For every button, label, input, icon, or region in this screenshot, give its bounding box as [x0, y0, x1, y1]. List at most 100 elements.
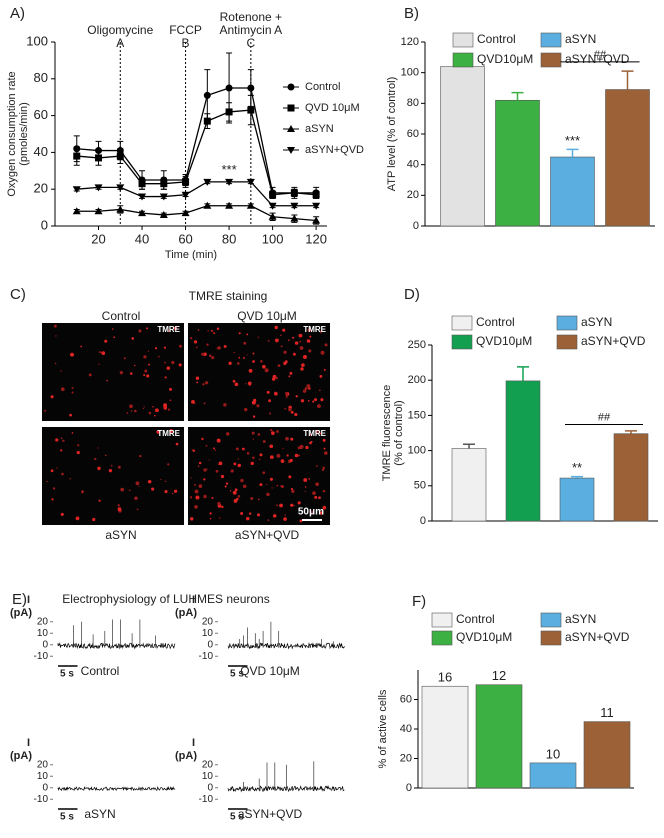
cell-dot [164, 490, 168, 494]
cell-dot [242, 484, 247, 489]
cell-dot [169, 387, 173, 391]
cell-dot [284, 407, 287, 410]
cell-dot [201, 437, 204, 441]
series-line [76, 109, 317, 196]
cell-dot [314, 495, 318, 499]
error-bar [517, 366, 529, 381]
cell-dot [135, 481, 140, 486]
y-tick-label: 50 [414, 480, 426, 492]
cell-dot [143, 373, 146, 377]
error-bar [571, 475, 583, 479]
cell-dot [209, 512, 212, 515]
cell-dot [117, 504, 120, 507]
error-bar [621, 70, 634, 90]
image-label: aSYN [105, 528, 136, 542]
y-tick-label: 0 [41, 217, 48, 232]
cell-dot [160, 478, 162, 481]
cell-dot [237, 463, 241, 468]
image-title: TMRE staining [189, 289, 268, 303]
cell-dot [164, 361, 166, 364]
cell-dot [69, 478, 71, 480]
cell-dot [250, 496, 254, 500]
cell-dot [191, 449, 193, 451]
cell-dot [319, 331, 322, 334]
cell-dot [256, 404, 260, 408]
event-label: Rotenone + [220, 10, 282, 24]
cell-dot [205, 444, 208, 447]
cell-dot [143, 355, 147, 359]
cell-dot [44, 409, 47, 412]
cell-dot [245, 383, 247, 385]
cell-dot [147, 350, 150, 352]
cell-dot [178, 363, 182, 367]
marker [94, 184, 103, 192]
marker [268, 202, 277, 210]
cell-dot [269, 412, 272, 415]
cell-dot [88, 373, 92, 377]
marker [290, 214, 299, 222]
legend-label: Control [476, 315, 515, 329]
cell-dot [104, 339, 108, 343]
y-tick-label: 60 [34, 107, 48, 122]
panel-label: C) [10, 286, 26, 303]
cell-dot [146, 374, 150, 378]
marker [287, 125, 295, 132]
y-tick-label: 0 [406, 782, 412, 794]
event-label: Oligomycine [87, 23, 153, 37]
cell-dot [163, 346, 167, 349]
bracket-label: ## [594, 49, 607, 61]
cell-dot [311, 510, 314, 513]
cell-dot [302, 389, 307, 393]
marker [247, 106, 255, 114]
cell-dot [232, 379, 236, 383]
cell-dot [322, 438, 326, 442]
cell-dot [269, 444, 274, 449]
cell-dot [280, 334, 282, 337]
cell-dot [276, 504, 278, 507]
marker [268, 212, 277, 220]
cell-dot [252, 456, 255, 460]
cell-dot [240, 478, 244, 483]
cell-dot [138, 485, 140, 487]
cell-dot [292, 336, 295, 339]
scale-bar-label: 50μm [298, 507, 324, 518]
panel-label: D) [404, 286, 420, 303]
y-tick-label: 100 [401, 67, 419, 79]
cell-dot [283, 350, 287, 354]
cell-dot [234, 488, 238, 492]
significance: *** [565, 133, 580, 148]
marker [72, 207, 81, 215]
cell-dot [303, 478, 308, 482]
cell-dot [233, 351, 235, 354]
y-tick-label: -10 [34, 794, 49, 805]
cell-dot [274, 338, 279, 343]
cell-dot [148, 479, 152, 484]
cell-dot [283, 517, 287, 521]
cell-dot [285, 436, 289, 441]
cell-dot [216, 438, 221, 443]
y-tick-label: 10 [37, 628, 49, 639]
cell-dot [75, 516, 80, 521]
cell-dot [294, 453, 299, 458]
legend-label: Control [305, 81, 340, 93]
marker [159, 193, 168, 201]
marker [287, 147, 295, 154]
cell-dot [146, 327, 149, 330]
series-line [76, 87, 317, 194]
cell-dot [123, 357, 126, 360]
cell-dot [243, 341, 247, 345]
cell-dot [319, 432, 322, 435]
marker [287, 104, 295, 112]
cell-dot [134, 496, 138, 501]
cell-dot [274, 325, 278, 330]
y-tick-label: 60 [407, 128, 419, 140]
y-tick-label: 10 [202, 771, 214, 782]
image-label: Control [102, 309, 141, 323]
marker [182, 178, 190, 186]
legend-label: aSYN+QVD [565, 630, 630, 644]
cell-dot [220, 474, 225, 479]
cell-dot [299, 346, 304, 350]
cell-dot [297, 454, 301, 457]
legend-swatch [556, 315, 578, 331]
